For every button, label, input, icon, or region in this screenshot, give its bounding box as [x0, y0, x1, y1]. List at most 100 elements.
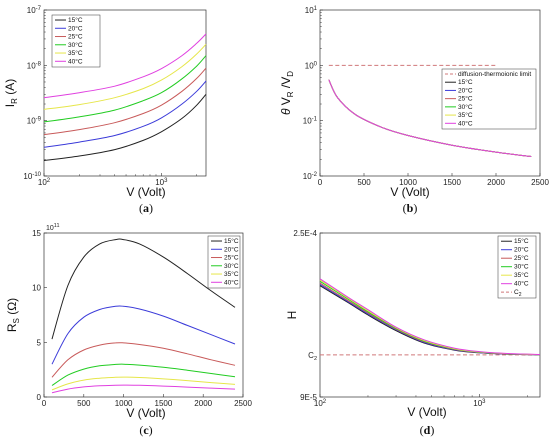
y-tick-label: 10-2 [303, 172, 318, 181]
c2-axis-marker: C2 [308, 351, 317, 362]
legend-label: 15°C [458, 78, 473, 86]
tick-exponent: 2 [47, 178, 51, 184]
ylabel-sub-r: R [286, 91, 295, 97]
tick-base: 10 [27, 117, 36, 126]
series-line-35C [51, 376, 236, 391]
series-line-20C [43, 80, 207, 148]
chart-panel-c: 0 500 1000 1500 2000 2500051015101115°C20°C25… [5, 223, 252, 437]
y-tick-label: 10 [32, 284, 41, 293]
legend-label: 35°C [458, 111, 473, 119]
y-tick-label: 10-10 [23, 172, 41, 181]
series-line-40C [43, 33, 207, 99]
legend-label: 30°C [514, 263, 529, 271]
tick-exponent: -10 [32, 172, 41, 178]
chart-panel-d: 102 1039E-52.5E-4C215°C20°C25°C30°C35°C40… [285, 229, 541, 437]
x-tick-label: 2500 [531, 178, 549, 187]
panel-label: (b) [403, 201, 418, 215]
chart-panel-a: 102 10310-1010-910-810-715°C20°C25°C30°C3… [3, 6, 207, 215]
legend-c2-sub: 2 [519, 292, 522, 298]
ylabel-unit: (Ω) [5, 298, 19, 318]
ylabel-sub: S [12, 318, 21, 323]
x-tick-label: 0 [42, 399, 47, 408]
y-axis-label: IR (A) [3, 79, 19, 107]
x-tick-label: 500 [77, 399, 91, 408]
c2-subscript: 2 [314, 356, 317, 362]
legend-label: 25°C [514, 254, 529, 262]
exponent-power: 11 [54, 223, 60, 229]
tick-exponent: -9 [36, 117, 42, 123]
exponent-base: 10 [46, 225, 54, 232]
legend-label: 35°C [68, 49, 83, 57]
panel-letter: a [143, 201, 149, 215]
legend-label: 20°C [68, 24, 83, 32]
x-tick-label: 103 [473, 399, 486, 408]
ylabel-v: V [279, 97, 293, 108]
tick-base: 10 [305, 6, 314, 15]
y-tick-label: 5 [37, 338, 42, 347]
legend: 15°C20°C25°C30°C35°C40°C [207, 235, 241, 289]
series-line-40C [319, 278, 541, 355]
x-tick-label: 2000 [487, 178, 505, 187]
panel-letter: d [424, 423, 431, 437]
legend-box [441, 68, 537, 130]
legend-label: 25°C [68, 33, 83, 41]
panel-label: (d) [420, 423, 435, 437]
tick-base: 10 [38, 178, 47, 187]
panel-paren-close: ) [149, 423, 153, 437]
series-line-20C [51, 305, 236, 365]
panel-paren-open: ( [139, 201, 143, 215]
tick-base: 10 [23, 172, 32, 181]
series-line-30C [43, 55, 207, 123]
tick-exponent: -7 [36, 6, 42, 12]
y-axis-label: θ VR /VD [279, 71, 295, 115]
y-tick-label: 10-7 [27, 6, 42, 15]
plot-frame [43, 232, 244, 398]
legend-label: diffusion-thermoionic limit [458, 71, 531, 78]
tick-base: 10 [155, 178, 164, 187]
chart-panel-b: 0 500 1000 1500 2000 250010-210-1100101diffus… [279, 6, 549, 215]
legend-label: 25°C [224, 254, 239, 262]
y-axis-label: RS (Ω) [5, 298, 21, 332]
y-tick-label: 10-1 [303, 117, 318, 126]
ylabel-unit: (A) [3, 79, 17, 98]
plot-frame [319, 9, 541, 177]
ylabel-main: R [5, 323, 19, 332]
panel-letter: c [143, 423, 149, 437]
legend: 15°C20°C25°C30°C35°C40°C [51, 14, 101, 68]
legend-label: 40°C [458, 119, 473, 127]
panel-label: (c) [139, 423, 152, 437]
x-axis-label: V (Volt) [126, 406, 165, 420]
legend-label: 35°C [514, 271, 529, 279]
tick-base: 10 [303, 172, 312, 181]
tick-base: 10 [27, 6, 36, 15]
legend-label: 20°C [458, 86, 473, 94]
legend-label: 35°C [224, 270, 239, 278]
ylabel-sub-d: D [286, 71, 295, 77]
legend-label: 40°C [224, 278, 239, 286]
y-tick-label: 100 [305, 61, 318, 70]
x-tick-label: 500 [357, 178, 371, 187]
tick-base: 10 [314, 399, 323, 408]
x-tick-label: 1000 [399, 178, 417, 187]
legend-label: 15°C [68, 16, 83, 24]
panel-paren-close: ) [149, 201, 153, 215]
tick-exponent: -2 [312, 172, 318, 178]
legend-label: 15°C [224, 237, 239, 245]
x-tick-label: 102 [314, 399, 327, 408]
ylabel-theta: θ [279, 108, 293, 115]
y-axis-label: H [285, 311, 299, 320]
x-axis-label: V (Volt) [390, 185, 429, 199]
tick-exponent: 0 [314, 61, 318, 67]
legend-label: 20°C [514, 246, 529, 254]
x-tick-label: 103 [155, 178, 168, 187]
y-tick-label: 101 [305, 6, 318, 15]
y-tick-label: 10-9 [27, 117, 42, 126]
tick-exponent: -8 [36, 61, 42, 67]
panel-paren-open: ( [139, 423, 143, 437]
y-tick-label: 9E-5 [300, 393, 317, 402]
legend: diffusion-thermoionic limit15°C20°C25°C3… [441, 68, 537, 130]
legend-label: 40°C [514, 280, 529, 288]
tick-exponent: 2 [323, 399, 327, 405]
y-axis-exponent: 1011 [46, 223, 60, 232]
x-tick-label: 102 [38, 178, 51, 187]
